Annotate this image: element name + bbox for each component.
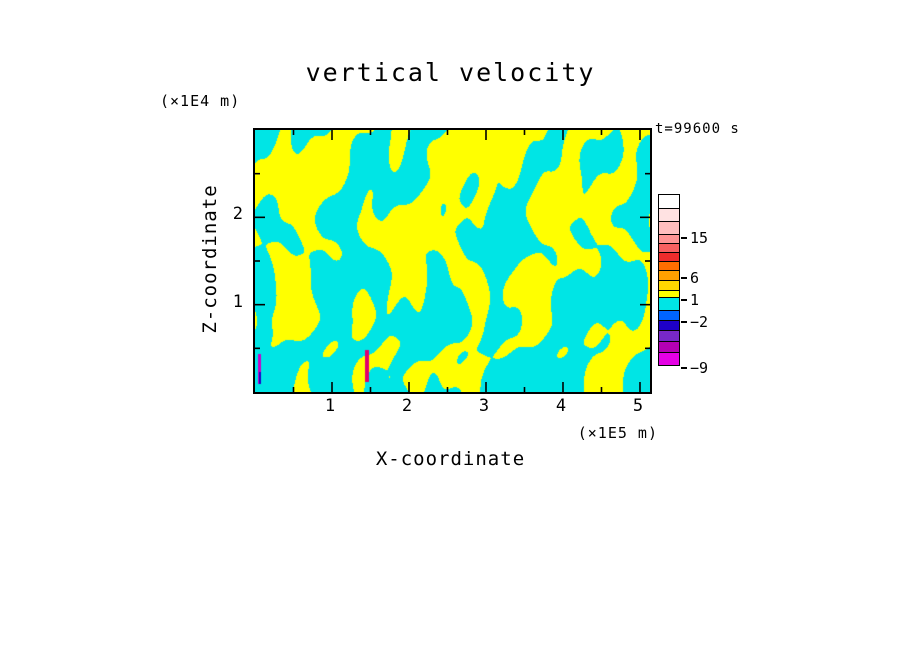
colorbar-segment bbox=[658, 352, 680, 366]
colorbar-label: −9 bbox=[690, 359, 709, 377]
contour-field bbox=[255, 130, 650, 392]
colorbar-segment bbox=[658, 297, 680, 311]
colorbar-segment bbox=[658, 208, 680, 222]
x-tick-label: 4 bbox=[555, 396, 567, 416]
chart-title: vertical velocity bbox=[305, 58, 596, 87]
x-axis-unit-label: (×1E5 m) bbox=[577, 424, 658, 442]
y-tick-label: 1 bbox=[232, 291, 243, 312]
x-axis-title: X-coordinate bbox=[375, 448, 526, 470]
colorbar-label: 1 bbox=[690, 291, 700, 309]
colorbar bbox=[658, 194, 680, 366]
colorbar-label: −2 bbox=[690, 313, 709, 331]
y-axis-title: Z-coordinate bbox=[199, 184, 221, 334]
x-tick-label: 3 bbox=[478, 396, 490, 416]
time-annotation: t=99600 s bbox=[655, 121, 740, 137]
colorbar-label: 6 bbox=[690, 269, 700, 287]
plot-area bbox=[253, 128, 652, 394]
colorbar-tick bbox=[681, 277, 687, 279]
colorbar-segment bbox=[658, 194, 680, 209]
colorbar-tick bbox=[681, 321, 687, 323]
colorbar-tick bbox=[681, 237, 687, 239]
colorbar-segment bbox=[658, 221, 680, 235]
x-tick-label: 2 bbox=[401, 396, 413, 416]
colorbar-tick bbox=[681, 299, 687, 301]
colorbar-label: 15 bbox=[690, 229, 709, 247]
x-tick-label: 5 bbox=[632, 396, 644, 416]
colorbar-tick bbox=[681, 367, 687, 369]
y-tick-label: 2 bbox=[232, 204, 243, 225]
x-tick-label: 1 bbox=[324, 396, 336, 416]
y-axis-unit-label: (×1E4 m) bbox=[160, 92, 241, 110]
